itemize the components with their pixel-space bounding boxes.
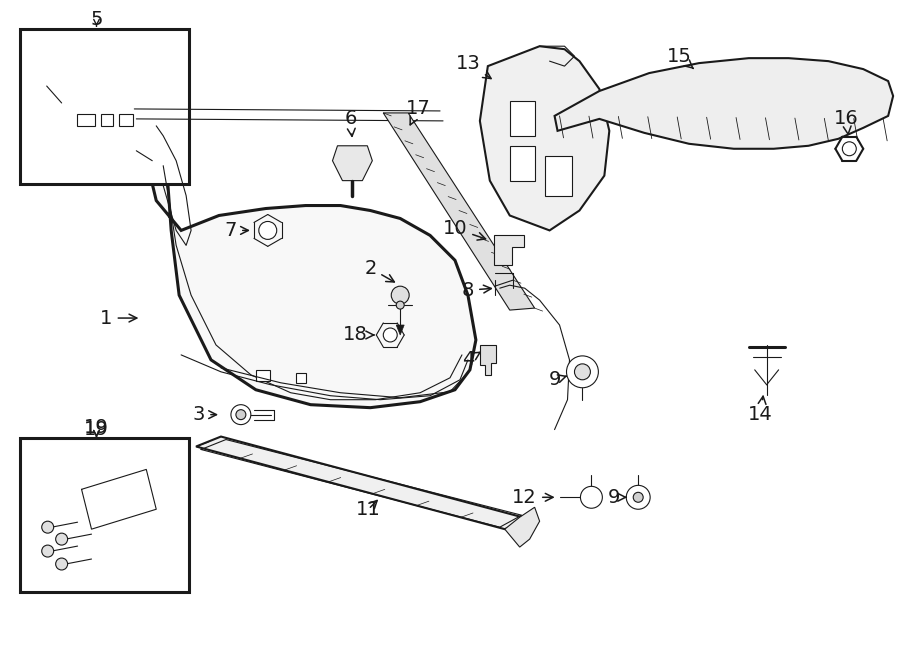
Text: 9: 9 bbox=[548, 370, 566, 389]
Text: 18: 18 bbox=[343, 325, 373, 344]
Circle shape bbox=[396, 301, 404, 309]
Text: 14: 14 bbox=[748, 396, 773, 424]
Polygon shape bbox=[505, 507, 540, 547]
Bar bbox=[120, 114, 133, 126]
Text: 9: 9 bbox=[608, 488, 626, 507]
Circle shape bbox=[580, 486, 602, 508]
Circle shape bbox=[634, 492, 643, 502]
Circle shape bbox=[41, 521, 54, 533]
Circle shape bbox=[626, 485, 650, 509]
Text: 16: 16 bbox=[834, 109, 859, 134]
Text: 1: 1 bbox=[100, 309, 137, 328]
Circle shape bbox=[236, 410, 246, 420]
Bar bbox=[256, 370, 270, 381]
Text: 7: 7 bbox=[225, 221, 248, 240]
Polygon shape bbox=[57, 81, 72, 131]
Polygon shape bbox=[480, 345, 496, 375]
Circle shape bbox=[566, 356, 598, 388]
Polygon shape bbox=[57, 111, 147, 131]
Text: 11: 11 bbox=[356, 500, 381, 519]
Circle shape bbox=[56, 558, 68, 570]
Text: 13: 13 bbox=[455, 54, 491, 79]
Bar bbox=[20, 29, 189, 184]
Text: 3: 3 bbox=[193, 405, 217, 424]
Polygon shape bbox=[134, 136, 154, 176]
Text: 12: 12 bbox=[512, 488, 554, 507]
Bar bbox=[76, 114, 94, 126]
Polygon shape bbox=[82, 469, 157, 529]
Polygon shape bbox=[131, 96, 476, 408]
Circle shape bbox=[574, 364, 590, 380]
Polygon shape bbox=[480, 46, 609, 231]
Bar bbox=[544, 156, 572, 196]
Circle shape bbox=[259, 221, 276, 239]
Text: 6: 6 bbox=[344, 109, 356, 136]
Bar bbox=[102, 114, 113, 126]
Bar bbox=[509, 101, 535, 136]
Bar bbox=[509, 146, 535, 180]
Polygon shape bbox=[383, 113, 535, 310]
Circle shape bbox=[56, 533, 68, 545]
Polygon shape bbox=[494, 235, 524, 265]
Text: 5: 5 bbox=[90, 10, 103, 29]
Bar bbox=[296, 373, 306, 383]
Polygon shape bbox=[41, 76, 58, 89]
Text: 8: 8 bbox=[462, 281, 491, 299]
Text: 15: 15 bbox=[667, 47, 693, 69]
Text: 19: 19 bbox=[84, 420, 109, 439]
Text: 17: 17 bbox=[406, 99, 430, 125]
Circle shape bbox=[392, 286, 410, 304]
Circle shape bbox=[383, 328, 397, 342]
Text: 10: 10 bbox=[443, 219, 486, 240]
Circle shape bbox=[41, 545, 54, 557]
Circle shape bbox=[842, 142, 856, 156]
Polygon shape bbox=[332, 146, 373, 180]
Text: 4: 4 bbox=[462, 350, 480, 369]
Circle shape bbox=[231, 405, 251, 424]
Polygon shape bbox=[554, 58, 893, 149]
Polygon shape bbox=[396, 325, 404, 335]
Bar bbox=[20, 438, 189, 592]
Text: 19: 19 bbox=[84, 418, 109, 437]
Polygon shape bbox=[196, 436, 530, 529]
Text: 2: 2 bbox=[364, 258, 394, 282]
